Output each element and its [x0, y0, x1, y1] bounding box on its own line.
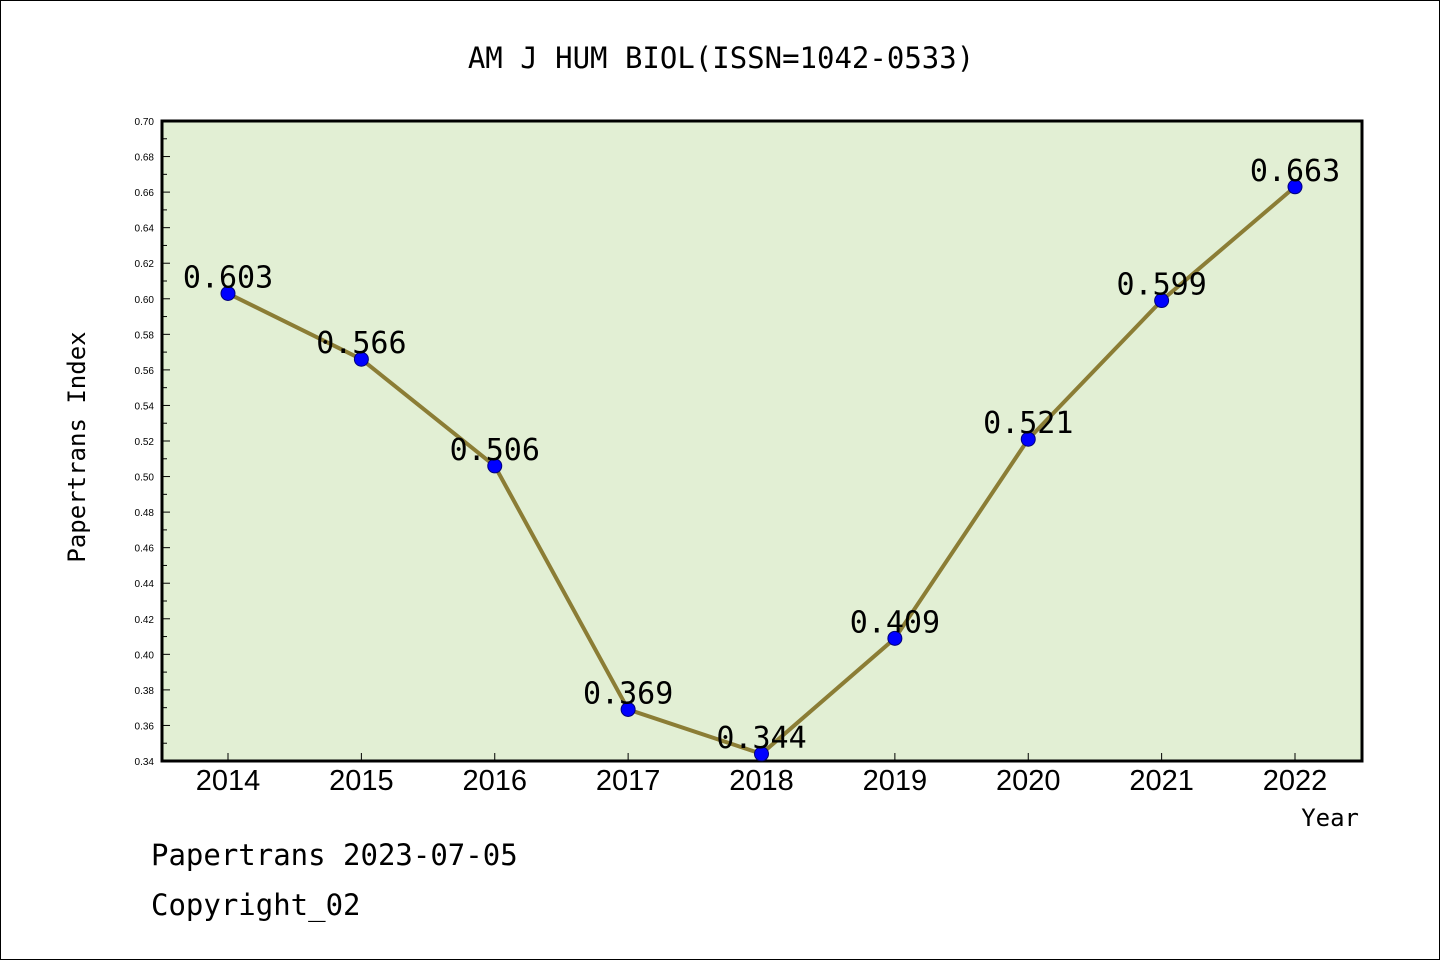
y-tick-label: 0.62 — [135, 259, 155, 270]
data-label: 0.599 — [1116, 268, 1206, 303]
y-tick-label: 0.58 — [135, 330, 155, 341]
y-tick-label: 0.40 — [135, 650, 155, 661]
y-tick-label: 0.48 — [135, 508, 155, 519]
y-tick-label: 0.42 — [135, 615, 155, 626]
data-label: 0.521 — [983, 406, 1073, 441]
y-tick-label: 0.60 — [135, 295, 155, 306]
x-tick-label: 2015 — [329, 765, 394, 797]
x-tick-label: 2018 — [729, 765, 794, 797]
data-point — [1020, 431, 1036, 447]
x-tick-label: 2021 — [1129, 765, 1194, 797]
data-point — [887, 630, 903, 646]
chart-title: AM J HUM BIOL(ISSN=1042-0533) — [468, 41, 974, 75]
y-tick-label: 0.64 — [135, 224, 155, 235]
y-tick-label: 0.70 — [135, 117, 155, 128]
y-tick-label: 0.46 — [135, 544, 155, 555]
y-tick-label: 0.44 — [135, 579, 155, 590]
x-axis: 2014 2015 2016 2017 2018 2019 2020 2021 2022 — [196, 753, 1328, 797]
footer-copyright: Copyright_02 — [151, 888, 361, 923]
footer-date-line: Papertrans 2023-07-05 — [151, 838, 518, 872]
x-tick-label: 2022 — [1263, 765, 1328, 797]
y-tick-label: 0.52 — [135, 437, 155, 448]
data-point — [754, 746, 769, 762]
x-tick-label: 2017 — [596, 765, 661, 797]
data-label: 0.566 — [316, 326, 406, 361]
y-axis-label: Papertrans Index — [63, 331, 91, 562]
y-tick-label: 0.56 — [135, 366, 155, 377]
x-tick-label: 2020 — [996, 765, 1061, 797]
y-tick-label: 0.54 — [135, 401, 155, 412]
data-label: 0.506 — [450, 433, 540, 468]
x-tick-label: 2016 — [462, 765, 527, 797]
data-point — [620, 701, 636, 717]
data-label: 0.344 — [716, 721, 806, 756]
y-tick-label: 0.36 — [135, 721, 155, 732]
data-label: 0.663 — [1250, 154, 1340, 189]
series-layer: 0.603 0.566 0.506 0.369 0.344 0.409 0.521 0.599… — [183, 154, 1340, 762]
y-tick-label: 0.34 — [135, 757, 155, 768]
y-axis: 0.34 0.36 0.38 0.40 0.42 0.44 0.46 0.48 0.50 0.52… — [135, 117, 170, 768]
data-point — [353, 351, 369, 367]
x-axis-label: Year — [1301, 804, 1359, 832]
y-tick-label: 0.66 — [135, 188, 155, 199]
y-tick-label: 0.68 — [135, 153, 155, 164]
data-point — [487, 458, 503, 474]
data-label: 0.603 — [183, 260, 273, 295]
plot-area — [160, 119, 1364, 763]
data-point — [1154, 293, 1170, 309]
y-tick-label: 0.50 — [135, 473, 155, 484]
data-label: 0.369 — [583, 676, 673, 711]
x-tick-label: 2019 — [863, 765, 928, 797]
data-label: 0.409 — [850, 605, 940, 640]
y-tick-label: 0.38 — [135, 686, 155, 697]
data-point — [1287, 179, 1303, 195]
x-tick-label: 2014 — [196, 765, 261, 797]
data-point — [220, 285, 236, 301]
